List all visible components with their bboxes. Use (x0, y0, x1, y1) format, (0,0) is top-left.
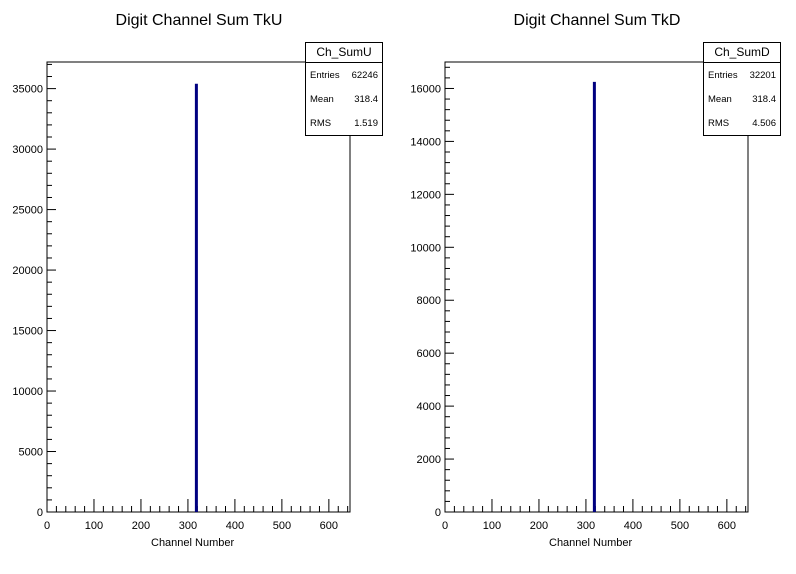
chart-title: Digit Channel Sum TkD (513, 12, 681, 29)
x-tick-label: 600 (320, 520, 338, 532)
y-tick-label: 16000 (410, 83, 441, 95)
y-tick-label: 35000 (12, 84, 43, 96)
histogram-pad-tku: Digit Channel Sum TkU 0 100 200 300 400 500 60… (12, 12, 383, 549)
plot-frame (46, 61, 351, 513)
y-tick-label: 25000 (12, 205, 43, 217)
stats-row-entries: Entries 32201 (704, 63, 780, 87)
stats-row-rms: RMS 1.519 (306, 111, 382, 135)
x-tick-label: 200 (530, 520, 548, 532)
x-tick-label: 100 (483, 520, 501, 532)
y-tick-label: 12000 (410, 189, 441, 201)
x-axis-label: Channel Number (151, 537, 235, 549)
stats-rms-value: 4.506 (752, 117, 776, 129)
x-tick-label: 0 (442, 520, 448, 532)
x-tick-label: 300 (577, 520, 595, 532)
y-tick-label: 6000 (417, 348, 441, 360)
stats-entries-value: 62246 (351, 69, 378, 81)
stats-mean-label: Mean (310, 93, 334, 105)
stats-mean-value: 318.4 (354, 93, 378, 105)
stats-row-mean: Mean 318.4 (704, 87, 780, 111)
stats-entries-label: Entries (310, 69, 340, 81)
stats-rms-label: RMS (310, 117, 332, 129)
stats-row-entries: Entries 62246 (306, 63, 382, 87)
x-tick-label: 500 (273, 520, 291, 532)
histogram-plot-tkd: 0 100 200 300 400 500 600020004000600080001000… (410, 61, 749, 532)
stats-box: Ch_SumD Entries 32201 Mean 318.4 RMS 4.5… (703, 42, 781, 136)
x-tick-label: 600 (718, 520, 736, 532)
y-tick-label: 15000 (12, 326, 43, 338)
x-tick-label: 200 (132, 520, 150, 532)
x-tick-label: 100 (85, 520, 103, 532)
stats-name: Ch_SumU (306, 43, 382, 63)
y-tick-label: 4000 (417, 401, 441, 413)
y-tick-label: 0 (37, 507, 43, 519)
y-tick-label: 0 (435, 507, 441, 519)
stats-mean-value: 318.4 (752, 93, 776, 105)
y-tick-label: 20000 (12, 265, 43, 277)
y-tick-label: 8000 (417, 295, 441, 307)
x-tick-label: 400 (624, 520, 642, 532)
stats-row-mean: Mean 318.4 (306, 87, 382, 111)
stats-entries-value: 32201 (749, 69, 776, 81)
stats-rms-value: 1.519 (354, 117, 378, 129)
y-tick-label: 10000 (12, 386, 43, 398)
y-tick-label: 14000 (410, 136, 441, 148)
y-tick-label: 30000 (12, 144, 43, 156)
histogram-pad-tkd: Digit Channel Sum TkD 0 100 200 300 400 500 60… (398, 0, 796, 574)
stats-entries-label: Entries (708, 69, 738, 81)
stats-row-rms: RMS 4.506 (704, 111, 780, 135)
y-tick-label: 10000 (410, 242, 441, 254)
chart-title: Digit Channel Sum TkU (115, 12, 283, 29)
x-tick-label: 300 (179, 520, 197, 532)
histogram-plot-tku: 0 100 200 300 400 500 600 0 5000 10000 15000 20000 2… (12, 61, 351, 532)
x-axis-label: Channel Number (549, 537, 633, 549)
stats-box: Ch_SumU Entries 62246 Mean 318.4 RMS 1.5… (305, 42, 383, 136)
stats-name: Ch_SumD (704, 43, 780, 63)
x-tick-label: 0 (44, 520, 50, 532)
y-tick-label: 5000 (19, 447, 43, 459)
stats-mean-label: Mean (708, 93, 732, 105)
plot-frame (444, 61, 749, 513)
y-tick-label: 2000 (417, 454, 441, 466)
stats-rms-label: RMS (708, 117, 730, 129)
x-tick-label: 400 (226, 520, 244, 532)
x-tick-label: 500 (671, 520, 689, 532)
